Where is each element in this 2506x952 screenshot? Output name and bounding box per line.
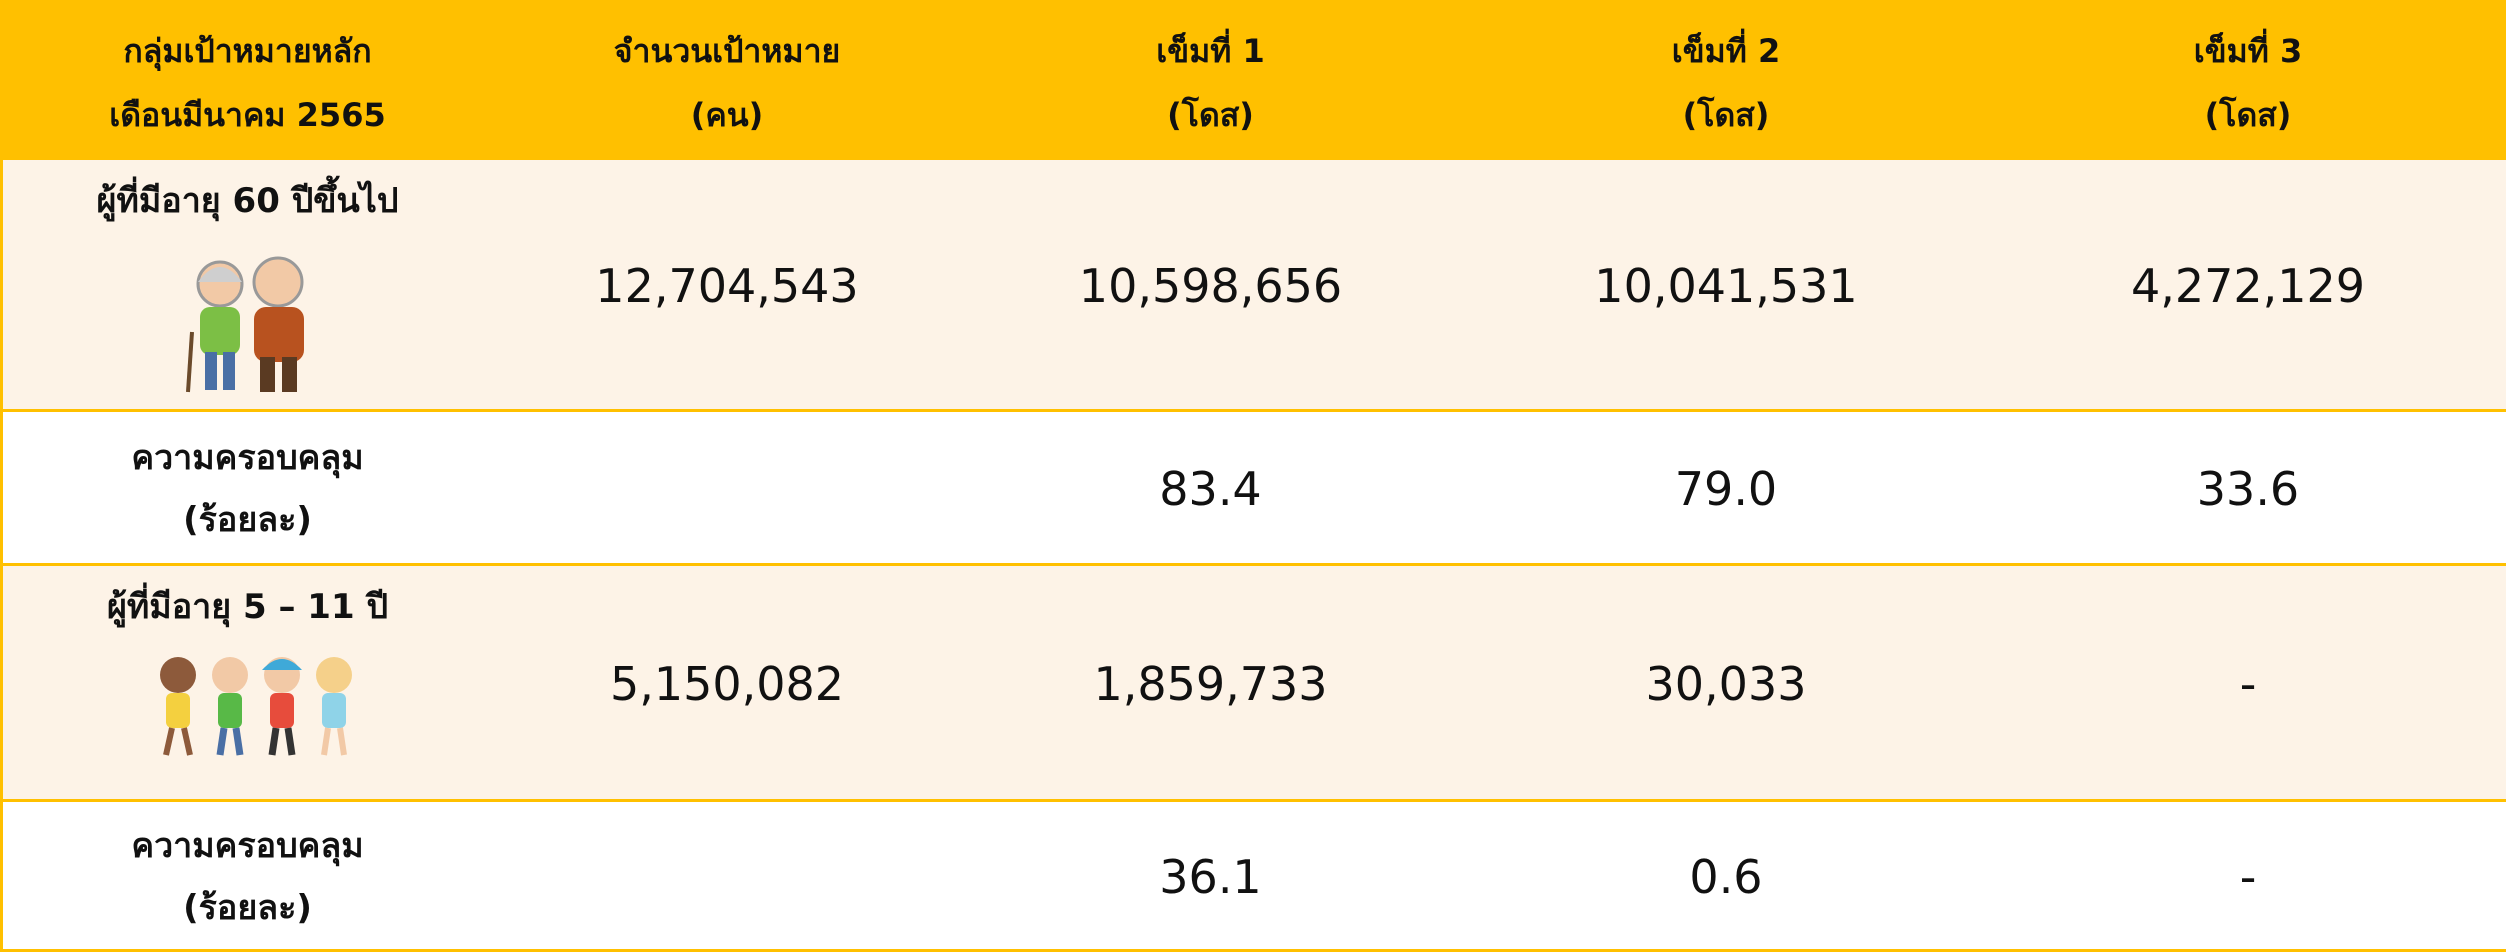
cell-text: ความครอบคลุม <box>131 815 363 877</box>
cell-text: ความครอบคลุม <box>131 427 363 489</box>
cell-text: (ร้อยละ) <box>183 489 312 551</box>
cell-text: (โดส) <box>1167 83 1254 147</box>
dose-value: 0.6 <box>1462 802 1990 952</box>
cell-text: 4,272,129 <box>2131 259 2365 313</box>
dose-value: - <box>1990 802 2506 952</box>
cell-text: เข็มที่ 1 <box>1156 19 1264 83</box>
cell-text: 10,598,656 <box>1079 259 1342 313</box>
cell-text: 83.4 <box>1159 462 1261 516</box>
cell-text: 30,033 <box>1646 657 1807 711</box>
cell-text: 10,041,531 <box>1594 259 1857 313</box>
dose-value: 79.0 <box>1462 412 1990 566</box>
row-label: ความครอบคลุม(ร้อยละ) <box>0 802 495 952</box>
cell-text: 36.1 <box>1159 850 1261 904</box>
cell-text: กลุ่มเป้าหมายหลัก <box>123 19 371 83</box>
row-label: ความครอบคลุม(ร้อยละ) <box>0 412 495 566</box>
dose-value: - <box>1990 566 2506 802</box>
cell-text: (ร้อยละ) <box>183 877 312 939</box>
target-value: 12,704,543 <box>495 160 959 412</box>
cell-text: - <box>2240 657 2257 711</box>
cell-text: ผู้ที่มีอายุ 60 ปีขึ้นไป <box>97 170 399 232</box>
dose-value: 33.6 <box>1990 412 2506 566</box>
dose-value: 36.1 <box>959 802 1462 952</box>
dose-value: 10,041,531 <box>1462 160 1990 412</box>
elderly-icon <box>170 252 330 397</box>
cell-text: (โดส) <box>2205 83 2292 147</box>
table-page: กลุ่มเป้าหมายหลักเดือนมีนาคม 2565จำนวนเป… <box>0 0 2506 952</box>
cell-text: 1,859,733 <box>1093 657 1327 711</box>
header-cell: เข็มที่ 2(โดส) <box>1462 6 1990 160</box>
cell-text: เดือนมีนาคม 2565 <box>109 83 385 147</box>
cell-text: เข็มที่ 2 <box>1672 19 1780 83</box>
cell-text: เข็มที่ 3 <box>2194 19 2302 83</box>
cell-text: 0.6 <box>1689 850 1762 904</box>
cell-text: 79.0 <box>1675 462 1777 516</box>
header-cell: กลุ่มเป้าหมายหลักเดือนมีนาคม 2565 <box>0 6 495 160</box>
dose-value: 83.4 <box>959 412 1462 566</box>
cell-text: 5,150,082 <box>610 657 844 711</box>
dose-value: 1,859,733 <box>959 566 1462 802</box>
header-cell: เข็มที่ 1(โดส) <box>959 6 1462 160</box>
cell-text: 33.6 <box>2197 462 2299 516</box>
cell-text: 12,704,543 <box>595 259 858 313</box>
dose-value: 4,272,129 <box>1990 160 2506 412</box>
header-cell: เข็มที่ 3(โดส) <box>1990 6 2506 160</box>
dose-value: 30,033 <box>1462 566 1990 802</box>
dose-value: 10,598,656 <box>959 160 1462 412</box>
cell-text: จำนวนเป้าหมาย <box>614 19 841 83</box>
cell-text: (โดส) <box>1683 83 1770 147</box>
target-value: 5,150,082 <box>495 566 959 802</box>
children-icon <box>150 650 365 765</box>
cell-text: (คน) <box>691 83 764 147</box>
cell-text: ผู้ที่มีอายุ 5 – 11 ปี <box>107 576 388 638</box>
header-cell: จำนวนเป้าหมาย(คน) <box>495 6 959 160</box>
cell-text: - <box>2240 850 2257 904</box>
